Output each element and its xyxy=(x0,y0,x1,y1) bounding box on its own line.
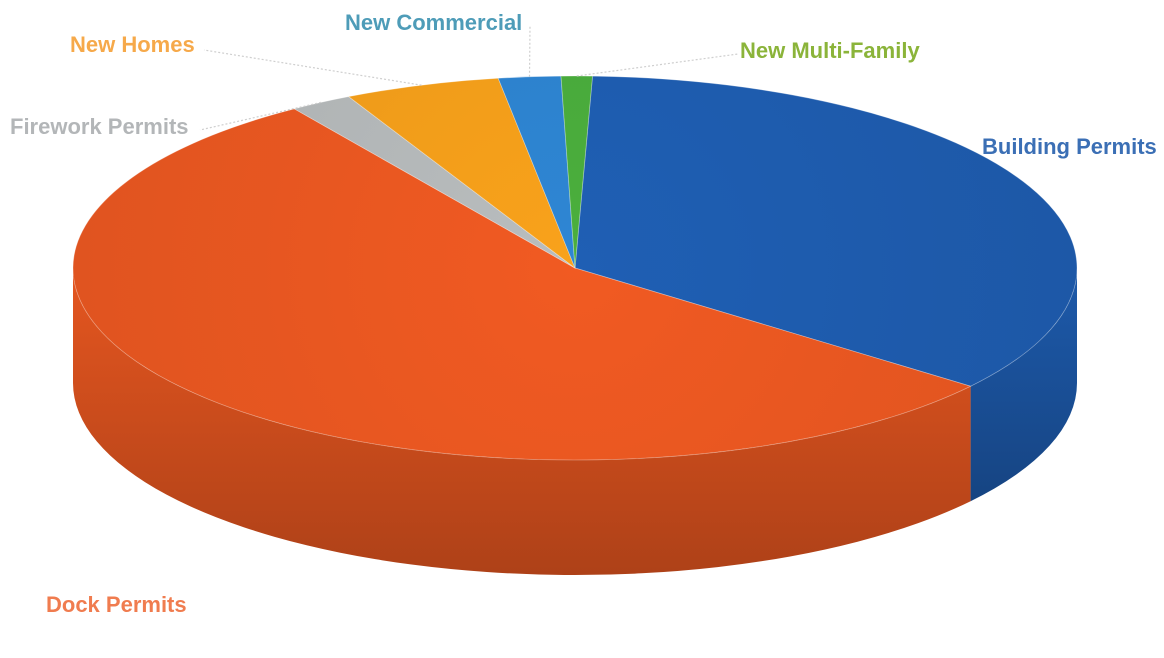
pie-slice-new-homes xyxy=(347,77,576,270)
pie-labels: Building Permits Dock Permits Firework Per… xyxy=(10,10,1157,617)
data-label-dock-permits: Dock Permits xyxy=(46,592,187,617)
data-label-building-permits: Building Permits xyxy=(982,134,1157,159)
leader-line-new-homes xyxy=(203,49,422,86)
pie-slice-dock-permits xyxy=(72,108,972,461)
data-label-new-homes: New Homes xyxy=(70,32,195,57)
data-label-firework-permits: Firework Permits xyxy=(10,114,189,139)
pie-slice-new-commercial xyxy=(497,75,576,269)
leader-line-new-multi-family xyxy=(576,53,739,77)
pie-side-building-permits xyxy=(970,268,1077,502)
data-label-new-commercial: New Commercial xyxy=(345,10,522,35)
pie-side-walls xyxy=(73,268,1077,575)
pie-slice-building-permits xyxy=(574,75,1078,387)
data-label-new-multi-family: New Multi-Family xyxy=(740,38,920,63)
pie-side-dock-permits xyxy=(73,268,971,575)
pie-top-face xyxy=(72,75,1078,461)
leader-line-firework-permits xyxy=(199,101,322,131)
